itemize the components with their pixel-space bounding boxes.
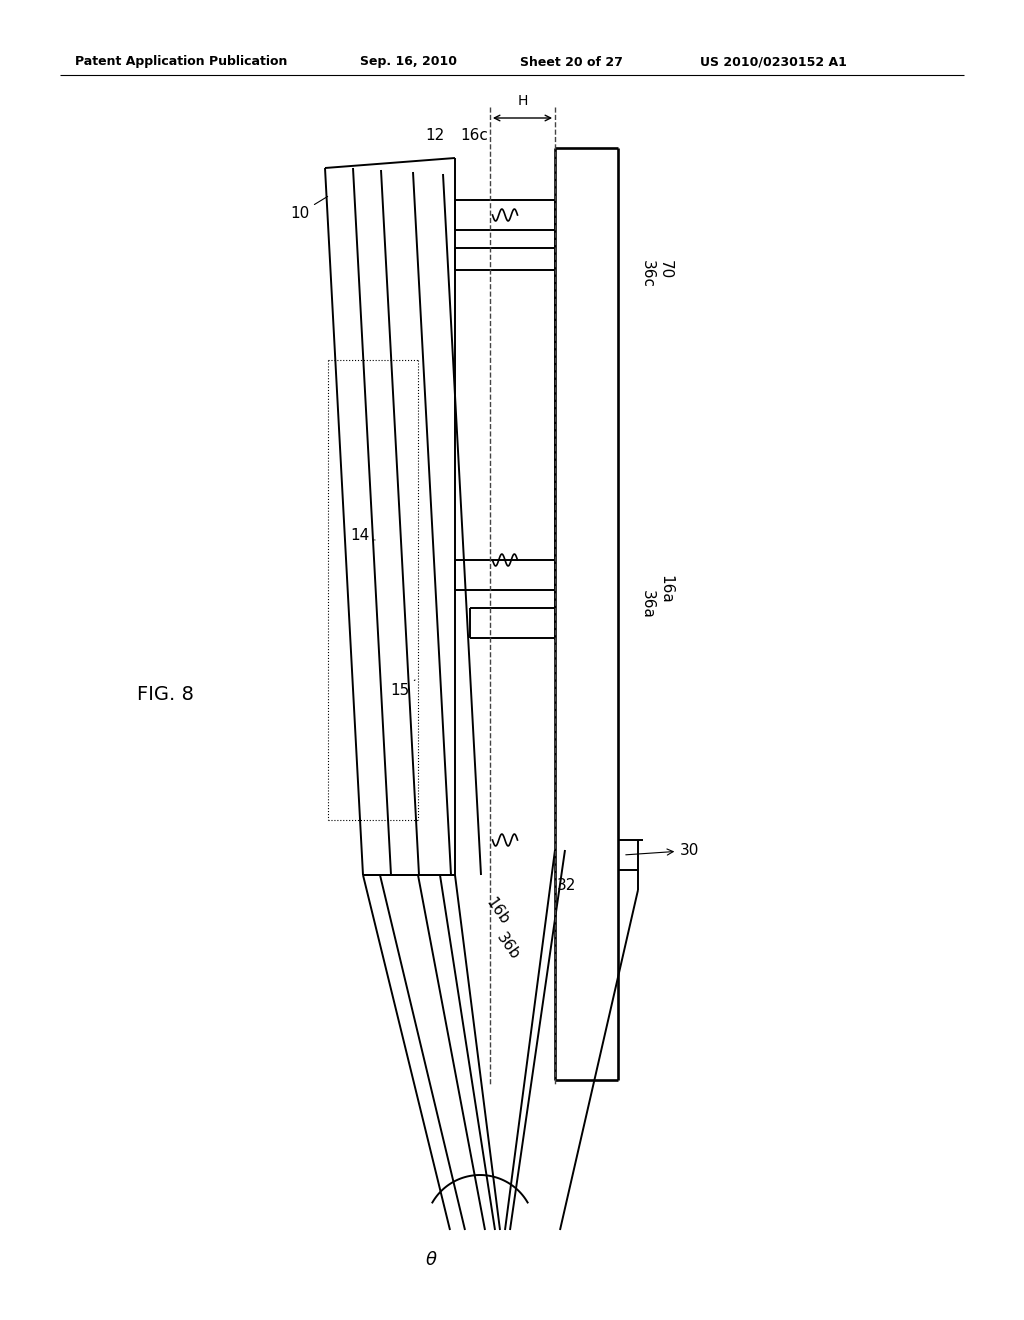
- Text: US 2010/0230152 A1: US 2010/0230152 A1: [700, 55, 847, 69]
- Text: 16b: 16b: [483, 895, 512, 928]
- Text: 15: 15: [390, 680, 415, 698]
- Text: 36b: 36b: [493, 931, 522, 962]
- Text: Patent Application Publication: Patent Application Publication: [75, 55, 288, 69]
- Text: $\theta$: $\theta$: [425, 1251, 437, 1269]
- Text: 36a: 36a: [640, 590, 655, 619]
- Text: Sheet 20 of 27: Sheet 20 of 27: [520, 55, 623, 69]
- Text: 10: 10: [290, 197, 328, 220]
- Text: Sep. 16, 2010: Sep. 16, 2010: [360, 55, 457, 69]
- Text: 16c: 16c: [460, 128, 487, 143]
- Text: 12: 12: [426, 128, 445, 143]
- Text: FIG. 8: FIG. 8: [136, 685, 194, 704]
- Text: 70: 70: [658, 260, 673, 280]
- Text: H: H: [517, 94, 527, 108]
- Text: 36c: 36c: [640, 260, 655, 288]
- Text: 16a: 16a: [658, 576, 673, 603]
- Text: 32: 32: [557, 878, 577, 894]
- Text: 14: 14: [350, 528, 375, 543]
- Text: 30: 30: [626, 843, 699, 858]
